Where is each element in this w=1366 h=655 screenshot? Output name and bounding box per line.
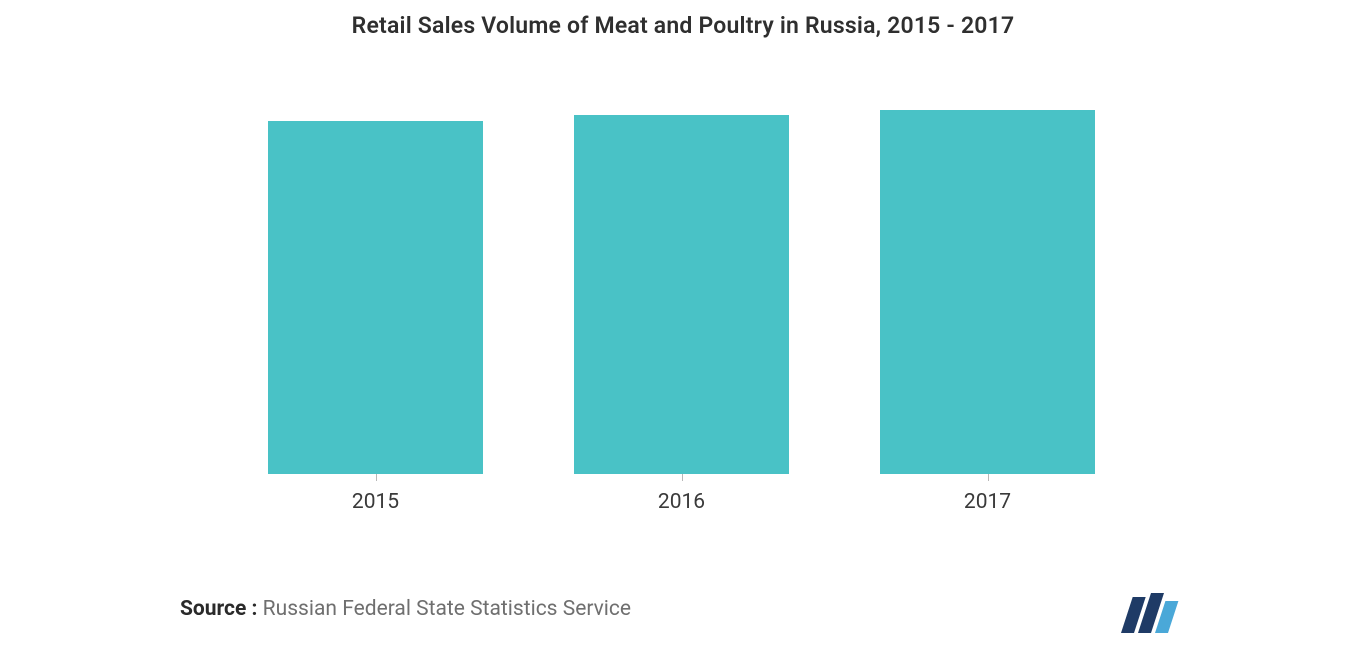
source-label: Source : [180,597,257,621]
chart-plot-area: 201520162017 [70,99,1110,494]
x-label-2016: 2016 [658,490,705,514]
plot-region: 201520162017 [70,99,1110,474]
chart-title: Retail Sales Volume of Meat and Poultry … [0,12,1366,39]
bar-2016 [574,115,789,474]
bar-2015 [268,121,483,474]
x-label-2015: 2015 [352,490,399,514]
x-tick-2017 [988,474,989,481]
mordor-intelligence-logo-icon [1120,593,1186,633]
x-tick-2016 [682,474,683,481]
x-label-2017: 2017 [964,490,1011,514]
bar-2017 [880,110,1095,474]
x-tick-2015 [376,474,377,481]
chart-container: Retail Sales Volume of Meat and Poultry … [0,0,1366,655]
source-text: Russian Federal State Statistics Service [257,597,631,621]
source-line: Source : Russian Federal State Statistic… [180,597,631,621]
